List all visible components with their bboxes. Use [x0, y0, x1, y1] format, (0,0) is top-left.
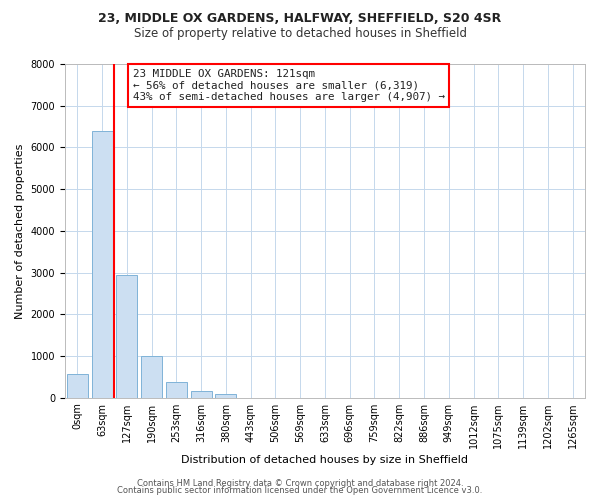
- Bar: [67, 374, 88, 398]
- Text: Contains HM Land Registry data © Crown copyright and database right 2024.: Contains HM Land Registry data © Crown c…: [137, 478, 463, 488]
- Bar: [215, 394, 236, 398]
- X-axis label: Distribution of detached houses by size in Sheffield: Distribution of detached houses by size …: [181, 455, 469, 465]
- Y-axis label: Number of detached properties: Number of detached properties: [15, 143, 25, 318]
- Bar: [166, 382, 187, 398]
- Bar: [92, 131, 113, 398]
- Bar: [141, 356, 162, 398]
- Text: Size of property relative to detached houses in Sheffield: Size of property relative to detached ho…: [133, 26, 467, 40]
- Text: 23, MIDDLE OX GARDENS, HALFWAY, SHEFFIELD, S20 4SR: 23, MIDDLE OX GARDENS, HALFWAY, SHEFFIEL…: [98, 12, 502, 26]
- Bar: [191, 391, 212, 398]
- Text: Contains public sector information licensed under the Open Government Licence v3: Contains public sector information licen…: [118, 486, 482, 495]
- Text: 23 MIDDLE OX GARDENS: 121sqm
← 56% of detached houses are smaller (6,319)
43% of: 23 MIDDLE OX GARDENS: 121sqm ← 56% of de…: [133, 69, 445, 102]
- Bar: [116, 276, 137, 398]
